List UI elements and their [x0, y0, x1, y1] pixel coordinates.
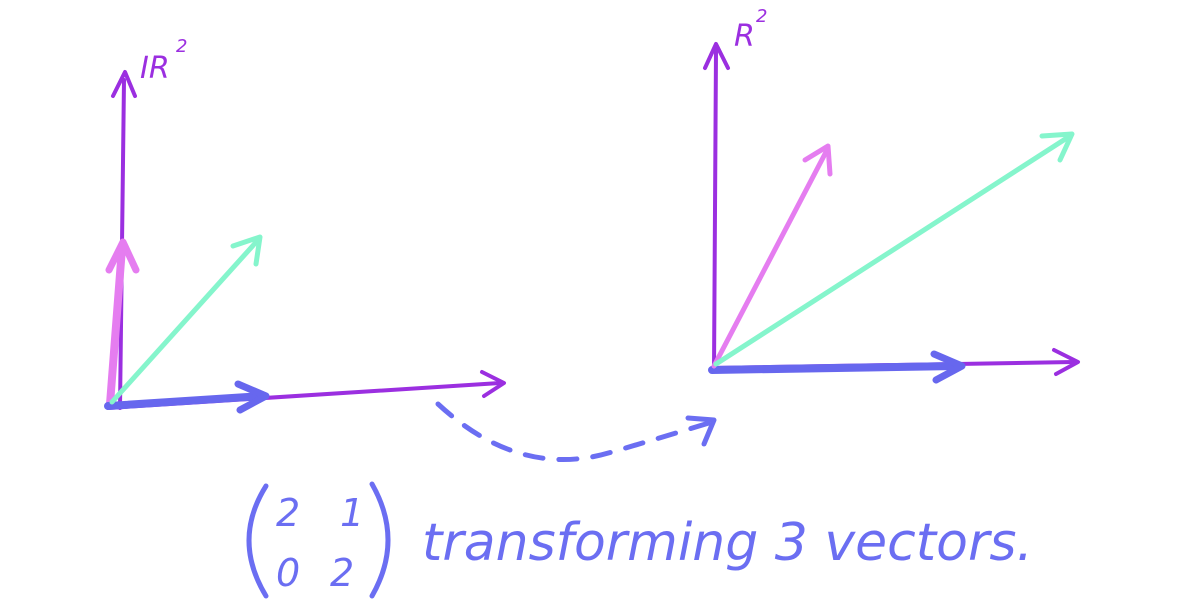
- matrix-cell-0-1: 1: [340, 491, 364, 535]
- left-vector-pink-arrowhead: [105, 238, 140, 274]
- right-coordinate-system: [703, 42, 1080, 384]
- right-vector-pink: [711, 149, 829, 369]
- left-vector-blue: [104, 392, 266, 410]
- transform-arrow-head: [685, 415, 717, 447]
- dashed-curved-arrow-icon: [435, 401, 717, 463]
- right-y-axis: [712, 48, 718, 372]
- matrix-cell-1-1: 2: [330, 551, 354, 595]
- left-vector-green-arrowhead: [230, 234, 263, 267]
- right-vector-blue-arrowhead: [930, 350, 966, 384]
- right-x-axis-arrowhead: [1052, 348, 1080, 376]
- left-space-label: IR: [140, 51, 170, 86]
- matrix-left-paren: [246, 483, 269, 599]
- right-vector-green: [713, 133, 1073, 367]
- left-vector-pink: [106, 244, 126, 408]
- matrix: 2 1 0 2: [246, 481, 391, 599]
- left-space-superscript: 2: [176, 36, 187, 57]
- right-space-label: R: [734, 19, 755, 54]
- transform-arrow-curve: [435, 401, 715, 463]
- caption: transforming 3 vectors.: [422, 513, 1033, 573]
- left-coordinate-system: [104, 70, 506, 414]
- left-vector-blue-arrowhead: [234, 380, 270, 414]
- right-y-axis-arrowhead: [703, 42, 730, 70]
- right-vector-blue: [708, 362, 962, 374]
- matrix-cell-0-0: 2: [276, 491, 300, 535]
- right-space-superscript: 2: [756, 6, 767, 27]
- left-x-axis-arrowhead: [480, 370, 506, 398]
- left-y-axis-arrowhead: [111, 70, 137, 98]
- left-vector-green: [109, 237, 261, 405]
- right-vector-green-arrowhead: [1039, 131, 1075, 163]
- matrix-right-paren: [369, 481, 391, 599]
- right-vector-pink-arrowhead: [802, 143, 833, 177]
- matrix-cell-1-0: 0: [276, 551, 300, 595]
